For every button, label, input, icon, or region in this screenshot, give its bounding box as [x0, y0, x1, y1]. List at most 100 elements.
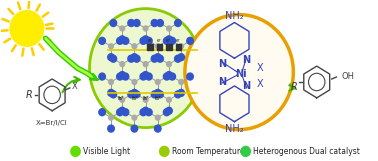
Text: h⁺: h⁺: [154, 96, 161, 101]
Circle shape: [163, 73, 170, 80]
Text: N: N: [243, 81, 251, 91]
Circle shape: [157, 19, 163, 26]
Circle shape: [131, 125, 138, 132]
Circle shape: [151, 55, 158, 62]
Text: R: R: [25, 90, 32, 100]
Circle shape: [166, 72, 172, 79]
Circle shape: [175, 19, 181, 26]
Circle shape: [108, 89, 114, 96]
Circle shape: [151, 91, 158, 98]
Text: NH₂: NH₂: [225, 124, 244, 134]
Bar: [147, 44, 153, 50]
Circle shape: [132, 80, 137, 85]
Circle shape: [160, 146, 169, 156]
Circle shape: [166, 36, 172, 43]
Text: h⁺: h⁺: [117, 96, 124, 101]
Text: e⁻: e⁻: [166, 38, 172, 43]
Text: e⁻: e⁻: [175, 38, 181, 43]
Bar: [157, 44, 163, 50]
Circle shape: [117, 73, 123, 80]
Text: h⁺: h⁺: [142, 96, 149, 101]
Text: Ni: Ni: [235, 69, 247, 79]
Circle shape: [167, 97, 171, 102]
Circle shape: [155, 115, 160, 120]
Circle shape: [131, 54, 138, 61]
Circle shape: [169, 73, 175, 80]
Circle shape: [109, 80, 113, 85]
Circle shape: [143, 97, 148, 102]
Text: OH: OH: [341, 71, 354, 80]
Circle shape: [151, 19, 158, 26]
Text: X: X: [72, 82, 77, 91]
Circle shape: [143, 72, 149, 79]
Circle shape: [108, 54, 114, 61]
Bar: [175, 44, 181, 50]
Circle shape: [146, 73, 152, 80]
Circle shape: [140, 109, 147, 116]
Circle shape: [109, 44, 113, 49]
Circle shape: [155, 54, 161, 61]
Circle shape: [122, 73, 129, 80]
Circle shape: [187, 37, 193, 44]
Circle shape: [155, 44, 160, 49]
Circle shape: [155, 80, 160, 85]
Circle shape: [90, 9, 202, 128]
Circle shape: [140, 37, 147, 44]
Circle shape: [157, 55, 163, 62]
Circle shape: [175, 55, 181, 62]
Text: e⁻: e⁻: [147, 38, 153, 43]
Text: Room Temperature: Room Temperature: [172, 147, 245, 156]
Circle shape: [167, 62, 171, 67]
Circle shape: [108, 125, 114, 132]
Circle shape: [155, 89, 161, 96]
Circle shape: [133, 19, 140, 26]
Circle shape: [146, 37, 152, 44]
Circle shape: [185, 15, 293, 130]
Circle shape: [166, 107, 172, 114]
Circle shape: [133, 55, 140, 62]
Circle shape: [110, 55, 116, 62]
Circle shape: [175, 91, 181, 98]
Text: N: N: [218, 77, 226, 87]
Circle shape: [99, 73, 105, 80]
Circle shape: [128, 55, 135, 62]
Circle shape: [117, 109, 123, 116]
Circle shape: [128, 19, 135, 26]
Circle shape: [128, 91, 135, 98]
Circle shape: [241, 146, 250, 156]
Circle shape: [155, 125, 161, 132]
Circle shape: [131, 89, 138, 96]
Bar: [166, 44, 172, 50]
Circle shape: [146, 109, 152, 116]
Circle shape: [120, 26, 125, 31]
Circle shape: [157, 91, 163, 98]
Text: NH₂: NH₂: [225, 11, 244, 21]
Circle shape: [169, 37, 175, 44]
Circle shape: [122, 37, 129, 44]
Circle shape: [140, 73, 147, 80]
Text: R: R: [291, 82, 297, 92]
Circle shape: [110, 91, 116, 98]
Circle shape: [132, 115, 137, 120]
Circle shape: [119, 36, 125, 43]
Circle shape: [143, 62, 148, 67]
Text: X: X: [256, 63, 263, 73]
Circle shape: [167, 26, 171, 31]
Text: N: N: [218, 59, 226, 69]
Circle shape: [133, 91, 140, 98]
Circle shape: [178, 89, 184, 96]
Circle shape: [71, 146, 80, 156]
Text: Heterogenous Dual catalyst: Heterogenous Dual catalyst: [253, 147, 360, 156]
Circle shape: [109, 115, 113, 120]
Circle shape: [120, 62, 125, 67]
Circle shape: [120, 97, 125, 102]
Circle shape: [132, 44, 137, 49]
Circle shape: [187, 73, 193, 80]
Circle shape: [119, 107, 125, 114]
Circle shape: [143, 36, 149, 43]
Text: e⁻: e⁻: [157, 38, 163, 43]
Circle shape: [143, 107, 149, 114]
Circle shape: [122, 109, 129, 116]
Circle shape: [143, 26, 148, 31]
Circle shape: [179, 44, 183, 49]
